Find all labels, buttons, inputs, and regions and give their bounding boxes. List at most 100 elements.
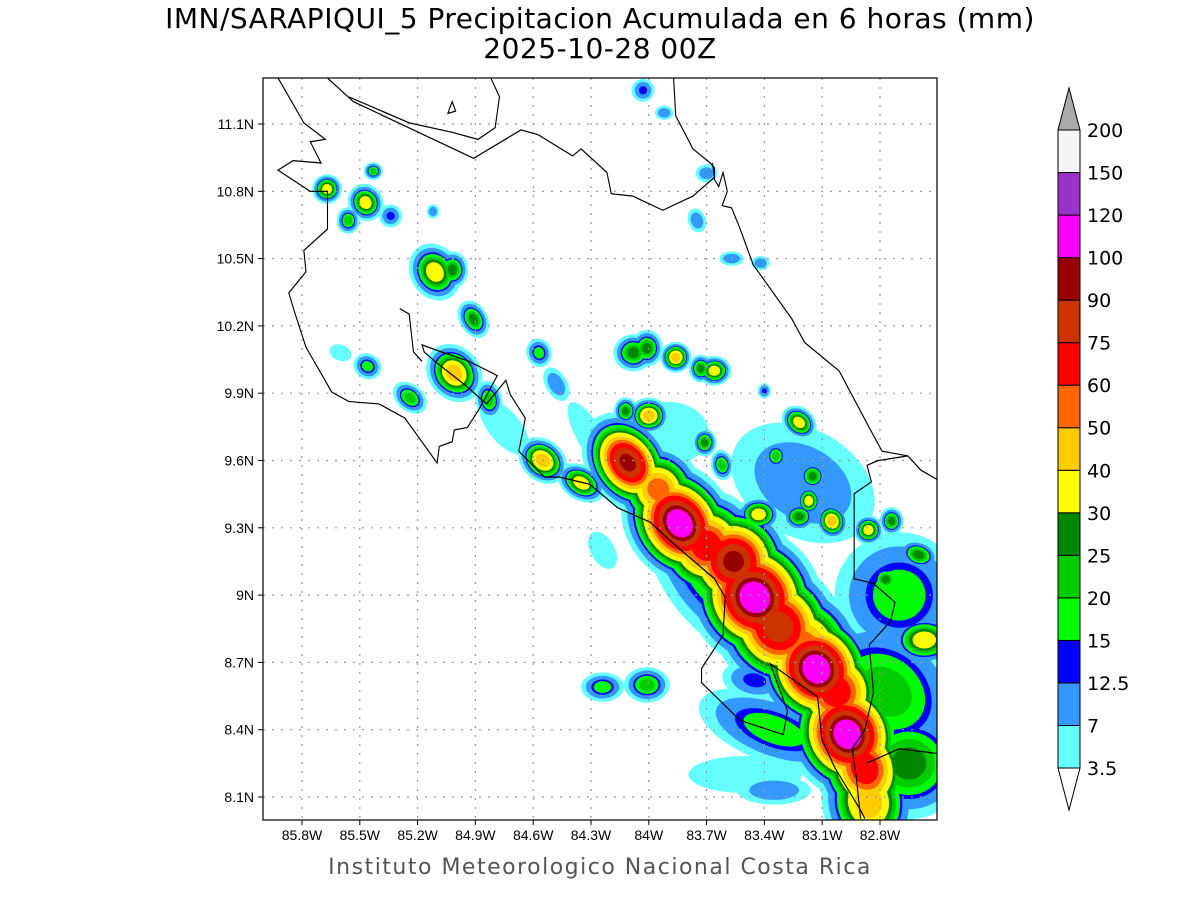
precip-contour	[657, 107, 671, 118]
precip-contour	[854, 784, 883, 819]
map-title: IMN/SARAPIQUI_5 Precipitacion Acumulada …	[165, 2, 1035, 35]
precip-level-100	[666, 509, 862, 749]
colorbar-swatch	[1057, 597, 1081, 641]
precip-contour	[361, 360, 374, 372]
precip-contour	[912, 631, 937, 649]
precip-contour	[446, 364, 463, 382]
colorbar-label: 150	[1087, 163, 1123, 185]
map-valid-time: 2025-10-28 00Z	[483, 32, 717, 65]
longitude-axis: 85.8W 85.5W 85.2W 84.9W 84.6W 84.3W 84W 83.7W 83…	[282, 820, 901, 843]
precip-contour	[751, 508, 766, 521]
colorbar-swatch	[1057, 384, 1081, 429]
precip-contour	[573, 476, 590, 490]
precip-contour	[619, 453, 636, 472]
precip-contour	[425, 262, 444, 282]
precip-contour	[718, 459, 726, 471]
precip-contour	[891, 747, 927, 780]
precip-contour	[850, 751, 879, 785]
lon-tick-label: 85.5W	[340, 827, 381, 843]
precip-contour	[723, 550, 744, 572]
precip-contour	[912, 550, 925, 560]
precip-contour	[863, 524, 874, 536]
colorbar-swatch	[1057, 682, 1081, 726]
colorbar-label: 25	[1087, 545, 1111, 567]
lon-tick-label: 84.3W	[571, 827, 612, 843]
colorbar-swatch	[1057, 129, 1081, 174]
precip-contour	[762, 388, 767, 394]
precip-contour	[793, 416, 806, 429]
lon-tick-label: 83.4W	[744, 827, 785, 843]
lat-tick-label: 8.1N	[224, 789, 254, 805]
precip-contour	[794, 512, 804, 521]
precip-contour	[754, 258, 767, 268]
precip-contour	[344, 215, 353, 225]
precip-contour	[642, 342, 652, 354]
lat-tick-label: 10.8N	[217, 183, 254, 199]
lat-tick-label: 10.2N	[217, 318, 254, 334]
lake-nicaragua-shore	[348, 78, 501, 141]
colorbar-label: 100	[1087, 248, 1123, 270]
colorbar-swatch	[1057, 342, 1081, 386]
precip-contour	[743, 712, 805, 747]
colorbar-swatch	[1057, 724, 1081, 769]
colorbar-label: 40	[1087, 460, 1111, 482]
lat-tick-label: 11.1N	[218, 116, 254, 132]
precip-contour	[888, 517, 896, 526]
precip-contour	[690, 212, 704, 229]
caribbean-coastline	[673, 78, 937, 481]
precip-contour	[772, 451, 780, 461]
colorbar-swatch	[1057, 299, 1081, 344]
precip-contour	[762, 610, 794, 643]
colorbar-label: 12.5	[1087, 673, 1129, 695]
map-frame	[262, 77, 938, 821]
colorbar-label: 20	[1087, 588, 1111, 610]
nicoya-gulf-shore	[399, 307, 423, 362]
precip-contour	[638, 86, 648, 95]
colorbar-label: 3.5	[1087, 758, 1117, 780]
costa-rica-panama-border	[851, 455, 937, 819]
precip-contour	[386, 211, 395, 221]
precip-contour	[428, 206, 438, 217]
lon-tick-label: 85.8W	[282, 827, 323, 843]
island	[446, 99, 457, 115]
precip-contour	[802, 654, 831, 684]
precip-contour	[329, 344, 352, 362]
colorbar-swatch	[1057, 512, 1081, 556]
colorbar-swatch	[1057, 469, 1081, 514]
lon-tick-label: 84W	[634, 827, 664, 843]
precip-contour	[359, 196, 372, 209]
precip-contour	[739, 581, 771, 614]
precip-contour	[701, 438, 709, 447]
colorbar-swatch	[1057, 639, 1081, 684]
colorbar-swatch	[1057, 214, 1081, 259]
colorbar-label: 60	[1087, 375, 1111, 397]
precip-contour	[370, 168, 377, 175]
pacific-coastline	[276, 78, 866, 819]
precip-contour	[622, 407, 630, 416]
lon-tick-label: 84.9W	[455, 827, 496, 843]
precip-contour	[743, 673, 767, 688]
colorbar-swatch	[1057, 257, 1081, 301]
precip-contour	[404, 392, 416, 404]
lat-tick-label: 9N	[236, 587, 254, 603]
lon-tick-label: 83.1W	[802, 827, 843, 843]
precip-contour	[666, 509, 693, 538]
lat-tick-label: 9.3N	[224, 520, 254, 536]
lon-tick-label: 84.6W	[513, 827, 554, 843]
precip-contour	[643, 410, 655, 421]
lon-tick-label: 85.2W	[397, 827, 438, 843]
colorbar-label: 120	[1087, 205, 1123, 227]
coastlines-borders	[276, 78, 937, 819]
lat-tick-label: 9.9N	[224, 385, 254, 401]
precip-contour	[749, 780, 799, 800]
precip-contour	[547, 372, 566, 396]
precip-contour	[533, 347, 545, 359]
precip-contour	[881, 575, 890, 584]
lat-lon-grid	[263, 78, 937, 820]
precip-contour	[588, 531, 618, 569]
precip-contour	[627, 347, 640, 359]
latitude-axis: 11.1N 10.8N 10.5N 10.2N 9.9N 9.6N 9.3N 9N 8.7N 8.…	[217, 116, 263, 805]
precipitation-field	[312, 78, 937, 820]
precip-contour	[827, 515, 837, 527]
precip-contour	[808, 472, 817, 481]
